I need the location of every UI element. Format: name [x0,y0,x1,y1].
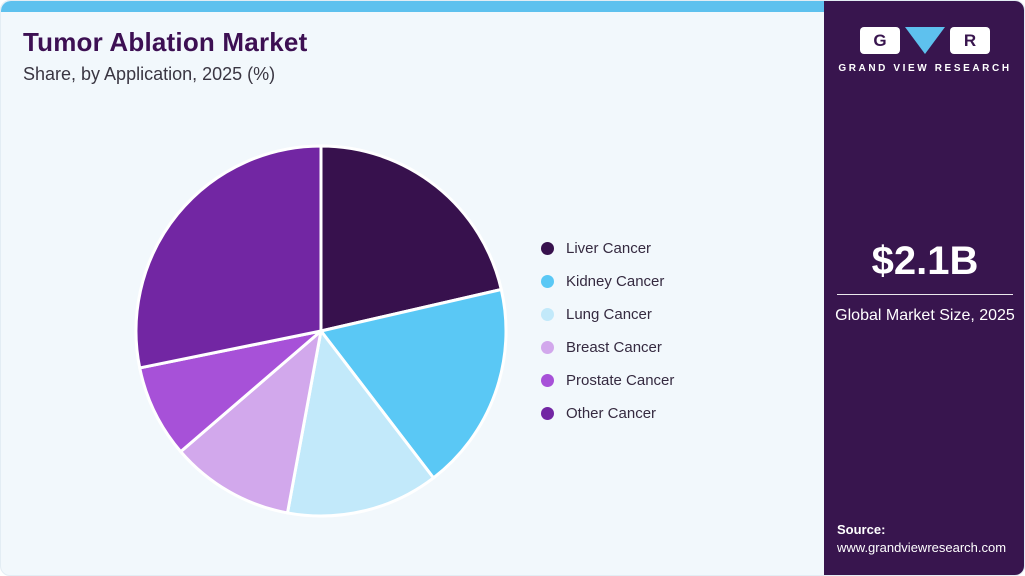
legend-label: Kidney Cancer [566,273,665,290]
legend-item-liver-cancer: Liver Cancer [541,232,674,265]
market-size-value: $2.1B [871,239,979,283]
chart-legend: Liver Cancer Kidney Cancer Lung Cancer B… [541,232,674,430]
legend-item-kidney-cancer: Kidney Cancer [541,265,674,298]
legend-swatch [541,275,554,288]
gvr-logo-marks: G R [824,27,1024,54]
legend-item-other-cancer: Other Cancer [541,397,674,430]
logo-wordmark: GRAND VIEW RESEARCH [838,63,1012,74]
market-size-label: Global Market Size, 2025 [835,307,1015,324]
legend-label: Lung Cancer [566,306,652,323]
pie-slice-liver-cancer [319,144,503,333]
logo-r-icon: R [950,27,990,54]
page-title: Tumor Ablation Market [23,27,308,57]
logo-v-triangle-icon [905,27,945,54]
legend-label: Breast Cancer [566,339,662,356]
sidebar: G R GRAND VIEW RESEARCH $2.1B Global Mar… [824,1,1024,575]
pie-slice-prostate-cancer [138,329,323,454]
legend-label: Prostate Cancer [566,372,675,389]
pie-slice-breast-cancer [179,329,323,515]
source-url-link[interactable]: www.grandviewresearch.com [837,540,1007,555]
market-size-callout: $2.1B Global Market Size, 2025 [835,239,1015,327]
header: Tumor Ablation Market Share, by Applicat… [23,27,307,85]
legend-label: Liver Cancer [566,240,652,257]
pie-chart-svg [134,144,508,518]
legend-item-prostate-cancer: Prostate Cancer [541,364,674,397]
legend-swatch [541,407,554,420]
divider [837,294,1013,295]
pie-slice-other-cancer [134,144,323,370]
legend-swatch [541,242,554,255]
legend-item-breast-cancer: Breast Cancer [541,331,674,364]
legend-item-lung-cancer: Lung Cancer [541,298,674,331]
gvr-logo: G R GRAND VIEW RESEARCH [824,27,1024,74]
legend-swatch [541,341,554,354]
legend-swatch [541,308,554,321]
top-accent-bar [1,1,824,12]
page-subtitle: Share, by Application, 2025 (%) [23,64,276,84]
legend-label: Other Cancer [566,405,657,422]
pie-chart [133,143,509,519]
source-block: Source: www.grandviewresearch.com [837,522,1006,555]
source-label: Source: [837,522,886,537]
pie-slice-lung-cancer [285,329,435,518]
logo-g-icon: G [860,27,900,54]
legend-swatch [541,374,554,387]
pie-slice-kidney-cancer [319,288,508,480]
